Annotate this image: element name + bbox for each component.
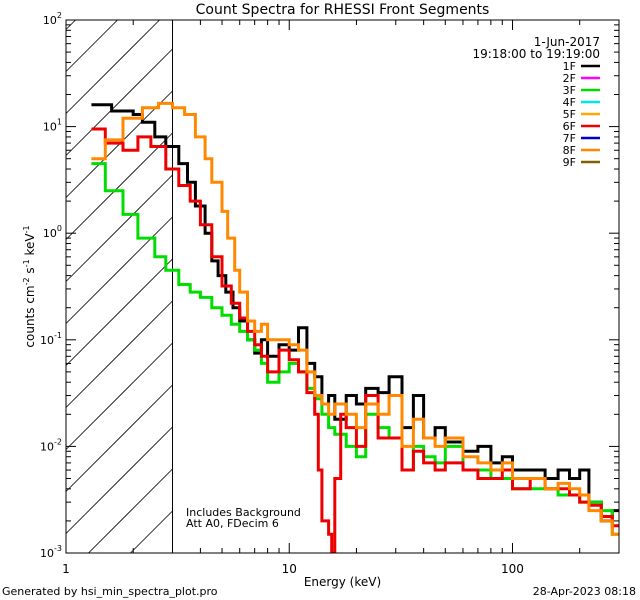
footer-timestamp: 28-Apr-2023 08:18 — [533, 585, 636, 598]
time-range-label: 19:18:00 to 19:19:00 — [473, 47, 600, 61]
y-tick-label: 102 — [43, 11, 62, 27]
legend-label-9F: 9F — [563, 156, 576, 169]
y-tick-label: 100 — [43, 224, 62, 240]
footer-generated-by: Generated by hsi_min_spectra_plot.pro — [2, 585, 218, 598]
y-tick-label: 10-3 — [40, 544, 62, 560]
legend-label-1F: 1F — [563, 60, 576, 73]
hatch-lines — [65, 19, 173, 554]
annotation-2: Att A0, FDecim 6 — [186, 517, 279, 530]
legend-label-4F: 4F — [563, 96, 576, 109]
series-line-6F — [91, 127, 619, 553]
y-axis-label: counts cm-2 s-1 keV-1 — [22, 225, 37, 347]
legend-label-2F: 2F — [563, 72, 576, 85]
x-tick-label: 10 — [282, 562, 297, 576]
series-line-3F — [91, 162, 619, 536]
x-tick-label: 100 — [501, 562, 524, 576]
x-axis-label: Energy (keV) — [304, 575, 381, 589]
legend-label-7F: 7F — [563, 132, 576, 145]
legend-label-8F: 8F — [563, 144, 576, 157]
date-label: 1-Jun-2017 — [534, 35, 600, 49]
hatched-region — [65, 19, 174, 554]
series-line-8F — [91, 101, 619, 536]
y-tick-label: 101 — [43, 118, 62, 134]
chart-title: Count Spectra for RHESSI Front Segments — [196, 2, 490, 18]
legend-label-6F: 6F — [563, 120, 576, 133]
y-tick-label: 10-1 — [40, 331, 62, 347]
annotation-1: Includes Background — [186, 506, 301, 519]
x-tick-label: 1 — [62, 562, 70, 576]
series-line-1F — [91, 103, 619, 523]
y-tick-label: 10-2 — [40, 437, 62, 453]
legend-label-5F: 5F — [563, 108, 576, 121]
legend-label-3F: 3F — [563, 84, 576, 97]
plot-frame — [65, 19, 620, 554]
